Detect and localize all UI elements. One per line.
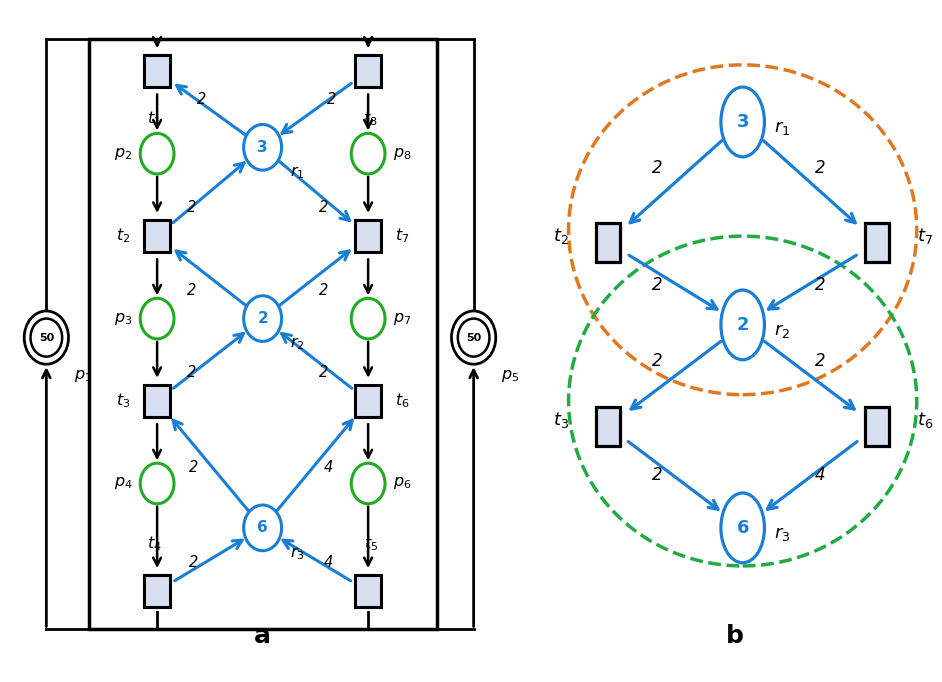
Text: 2: 2 bbox=[318, 365, 328, 380]
Text: $t_3$: $t_3$ bbox=[553, 410, 569, 430]
Circle shape bbox=[244, 296, 282, 342]
Text: 2: 2 bbox=[737, 316, 749, 334]
FancyBboxPatch shape bbox=[144, 385, 171, 417]
Text: 2: 2 bbox=[189, 460, 199, 475]
Text: 2: 2 bbox=[257, 311, 268, 326]
FancyBboxPatch shape bbox=[144, 576, 171, 607]
Text: $t_1$: $t_1$ bbox=[147, 109, 162, 128]
Text: $p_2$: $p_2$ bbox=[114, 146, 132, 162]
Text: $p_1$: $p_1$ bbox=[74, 368, 92, 384]
Circle shape bbox=[351, 463, 385, 504]
Text: 2: 2 bbox=[197, 92, 206, 107]
FancyBboxPatch shape bbox=[596, 406, 621, 446]
FancyBboxPatch shape bbox=[865, 223, 889, 262]
Circle shape bbox=[721, 290, 765, 360]
Text: $p_5$: $p_5$ bbox=[501, 368, 520, 384]
Text: $t_8$: $t_8$ bbox=[364, 109, 378, 128]
FancyBboxPatch shape bbox=[355, 220, 382, 252]
Text: 2: 2 bbox=[652, 159, 663, 177]
FancyBboxPatch shape bbox=[144, 220, 171, 252]
Text: $r_1$: $r_1$ bbox=[774, 119, 790, 137]
FancyBboxPatch shape bbox=[355, 385, 382, 417]
Text: 6: 6 bbox=[257, 520, 268, 535]
Circle shape bbox=[351, 298, 385, 339]
Text: $t_7$: $t_7$ bbox=[396, 226, 410, 246]
Circle shape bbox=[30, 318, 62, 357]
Text: 2: 2 bbox=[652, 276, 663, 294]
Text: a: a bbox=[254, 625, 271, 649]
Text: $p_4$: $p_4$ bbox=[113, 475, 132, 492]
Circle shape bbox=[140, 463, 174, 504]
FancyBboxPatch shape bbox=[355, 576, 382, 607]
Text: 4: 4 bbox=[324, 460, 333, 475]
Text: 6: 6 bbox=[737, 519, 749, 537]
Circle shape bbox=[140, 298, 174, 339]
Text: $t_2$: $t_2$ bbox=[553, 226, 569, 246]
Text: $t_6$: $t_6$ bbox=[917, 410, 933, 430]
Text: 2: 2 bbox=[318, 282, 328, 297]
Circle shape bbox=[244, 505, 282, 550]
Circle shape bbox=[351, 134, 385, 174]
Text: 2: 2 bbox=[187, 200, 196, 215]
Text: $r_2$: $r_2$ bbox=[774, 323, 790, 340]
Text: $r_2$: $r_2$ bbox=[289, 336, 304, 353]
Text: 2: 2 bbox=[187, 365, 196, 380]
Text: $t_5$: $t_5$ bbox=[364, 535, 378, 553]
Text: 2: 2 bbox=[815, 276, 825, 294]
FancyBboxPatch shape bbox=[865, 406, 889, 446]
Circle shape bbox=[140, 134, 174, 174]
Text: $p_7$: $p_7$ bbox=[393, 310, 412, 327]
Text: 3: 3 bbox=[257, 140, 268, 155]
Text: 50: 50 bbox=[39, 333, 54, 342]
Text: 2: 2 bbox=[327, 92, 336, 107]
Text: b: b bbox=[726, 625, 743, 649]
Text: 2: 2 bbox=[189, 555, 199, 570]
Text: $r_3$: $r_3$ bbox=[774, 525, 790, 543]
Text: 2: 2 bbox=[318, 200, 328, 215]
Text: 2: 2 bbox=[652, 352, 663, 370]
Text: $p_3$: $p_3$ bbox=[114, 310, 132, 327]
FancyBboxPatch shape bbox=[144, 55, 171, 87]
Text: $t_2$: $t_2$ bbox=[116, 226, 130, 246]
Text: 2: 2 bbox=[187, 282, 196, 297]
Text: $t_6$: $t_6$ bbox=[395, 391, 410, 411]
Text: $r_1$: $r_1$ bbox=[289, 164, 304, 181]
Circle shape bbox=[24, 311, 69, 364]
Circle shape bbox=[244, 125, 282, 170]
Text: 4: 4 bbox=[324, 555, 333, 570]
Text: 4: 4 bbox=[815, 466, 825, 484]
Circle shape bbox=[721, 493, 765, 563]
Text: 2: 2 bbox=[815, 159, 825, 177]
Text: $p_6$: $p_6$ bbox=[393, 475, 412, 492]
Text: $t_3$: $t_3$ bbox=[116, 391, 130, 411]
Text: $t_7$: $t_7$ bbox=[917, 226, 933, 246]
Text: 2: 2 bbox=[652, 466, 663, 484]
Text: 3: 3 bbox=[737, 113, 749, 131]
FancyBboxPatch shape bbox=[596, 223, 621, 262]
Text: 2: 2 bbox=[815, 352, 825, 370]
Circle shape bbox=[451, 311, 495, 364]
Circle shape bbox=[458, 318, 490, 357]
Text: $t_4$: $t_4$ bbox=[147, 535, 162, 553]
Text: 50: 50 bbox=[466, 333, 481, 342]
Circle shape bbox=[721, 87, 765, 157]
Text: $r_3$: $r_3$ bbox=[289, 545, 304, 561]
FancyBboxPatch shape bbox=[355, 55, 382, 87]
Text: $p_8$: $p_8$ bbox=[393, 146, 412, 162]
